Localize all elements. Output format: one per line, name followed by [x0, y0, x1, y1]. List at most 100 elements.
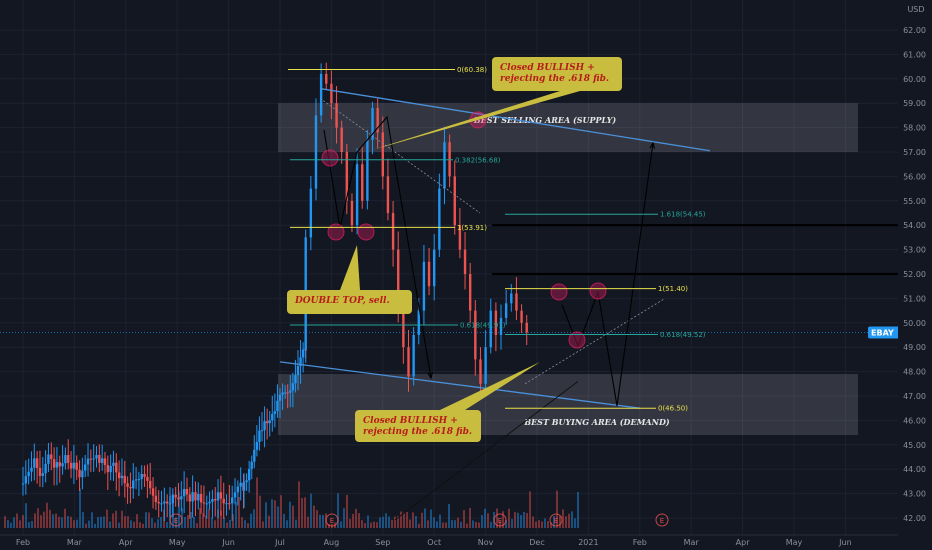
candle-body — [355, 164, 359, 226]
candle-body — [314, 115, 318, 189]
volume-bar — [178, 491, 180, 528]
candle-body — [330, 83, 333, 104]
price-axis[interactable]: USD 62.00 61.00 60.00 59.00 58.00 57.00 56.00 55… — [898, 0, 932, 550]
volume-bar — [568, 513, 570, 528]
candle-body — [69, 462, 73, 469]
candle-body — [242, 482, 246, 491]
volume-bar — [238, 496, 240, 528]
price-tick-label: 45.00 — [903, 441, 926, 450]
candle-body — [263, 421, 266, 431]
volume-bar — [397, 516, 399, 528]
volume-bar — [211, 517, 213, 528]
candle-body — [222, 498, 225, 504]
volume-bar — [88, 520, 90, 528]
price-tick-label: 50.00 — [903, 319, 926, 328]
volume-bar — [253, 509, 255, 528]
candle-body — [402, 310, 405, 348]
candle-body — [376, 108, 379, 133]
candle-body — [182, 488, 186, 497]
candle-body — [366, 139, 369, 201]
earnings-marker — [169, 513, 183, 527]
candle-body — [438, 188, 441, 250]
volume-bar — [136, 514, 138, 528]
candle-body — [171, 494, 175, 504]
volume-bar — [313, 505, 315, 528]
candle-body — [98, 455, 101, 463]
candle-body — [504, 303, 508, 318]
fib-label: 1(53.91) — [457, 224, 487, 232]
time-tick-label: May — [169, 538, 186, 547]
volume-bar — [100, 516, 102, 528]
candle-body — [188, 494, 191, 502]
candle-body — [83, 464, 87, 471]
trend-line — [394, 380, 579, 521]
volume-bar — [250, 513, 252, 528]
volume-bar — [229, 519, 231, 528]
time-tick-label: Sep — [375, 538, 390, 547]
candle-body — [286, 392, 289, 394]
candle-body — [417, 310, 420, 335]
candle-body — [325, 73, 328, 84]
time-axis[interactable]: Feb Mar Apr May Jun Jul Aug Sep Oct Nov Dec 2021 Feb… — [0, 534, 898, 547]
symbol-label: EBAY — [871, 329, 894, 338]
volume-bar — [475, 522, 477, 528]
volume-bar — [94, 523, 96, 528]
volume-bar — [25, 503, 27, 528]
projection-dotted-line — [524, 298, 666, 385]
candle-body — [510, 293, 513, 304]
projection-dotted-line — [319, 97, 481, 214]
highlight-circle — [321, 149, 339, 167]
volume-bar — [316, 510, 318, 528]
volume-bar — [109, 521, 111, 528]
volume-bar — [355, 508, 357, 528]
volume-bar — [220, 510, 222, 528]
volume-bar — [49, 509, 51, 528]
time-tick-label: Mar — [684, 538, 700, 547]
volume-bar — [157, 519, 159, 528]
volume-bar — [115, 510, 117, 528]
projection-arrow — [561, 142, 654, 407]
volume-bar — [193, 516, 195, 528]
callouts: Closed BULLISH +rejecting the .618 fib.D… — [287, 57, 622, 442]
earnings-marker — [493, 513, 507, 527]
candle-body — [515, 293, 518, 311]
candle-body — [381, 132, 384, 177]
candle-body — [340, 127, 343, 152]
candle-body — [283, 392, 287, 394]
volume-bar — [481, 514, 483, 528]
candle-body — [194, 492, 197, 501]
candle-body — [205, 503, 208, 505]
volume-bar — [295, 519, 297, 528]
volume-bar — [46, 502, 48, 528]
candle-body — [247, 468, 251, 481]
volume-bar — [505, 520, 507, 528]
volume-bar — [415, 516, 417, 528]
volume-bar — [328, 523, 330, 528]
candle-body — [427, 261, 431, 287]
volume-bar — [523, 511, 525, 528]
volume-bar — [61, 517, 63, 528]
volume-bar — [124, 516, 126, 528]
volume-bar — [532, 516, 534, 528]
volume-bar — [256, 477, 258, 528]
volume-bar — [535, 521, 537, 528]
volume-bar — [298, 481, 300, 528]
candle-body — [106, 465, 110, 473]
candle-body — [412, 335, 415, 377]
candle-body — [265, 421, 269, 424]
volume-bar — [487, 513, 489, 528]
candle-body — [132, 480, 135, 489]
volume-bar — [145, 512, 147, 528]
candle-body — [361, 164, 364, 201]
volume-bar — [37, 508, 39, 528]
volume-bar — [277, 506, 279, 528]
volume-bar — [43, 511, 45, 528]
candle-body — [250, 461, 253, 469]
volume-bar — [196, 523, 198, 528]
time-tick-label: 2021 — [578, 538, 598, 547]
price-tick-label: 59.00 — [903, 99, 926, 108]
candle-body — [72, 462, 76, 469]
candle-body — [291, 383, 295, 391]
